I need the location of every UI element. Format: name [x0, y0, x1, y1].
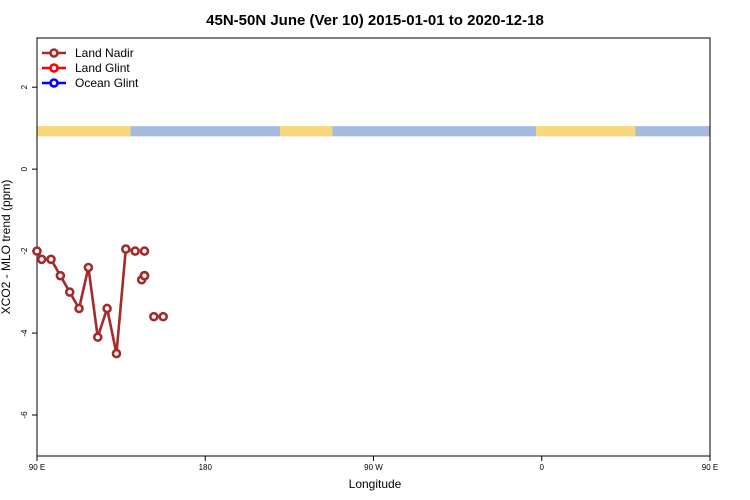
land-ocean-band: [37, 126, 710, 137]
data-point: [120, 244, 131, 254]
data-point: [102, 303, 112, 314]
data-point: [92, 332, 103, 342]
x-tick-label: 90 E: [29, 463, 45, 472]
x-tick-label: 90 E: [702, 463, 718, 472]
data-point: [130, 246, 140, 256]
series-layer: [32, 244, 168, 359]
x-axis-label: Longitude: [349, 477, 402, 491]
band-land-segment: [536, 126, 636, 137]
y-tick-label: -4: [20, 329, 29, 337]
series-land-nadir: [32, 244, 168, 359]
legend-marker: [49, 48, 59, 58]
x-tick-label: 180: [199, 463, 213, 472]
legend-marker: [49, 78, 59, 88]
data-point: [149, 311, 159, 322]
x-axis: 90 E 180 90 W 0 90 E: [29, 456, 718, 472]
band-ocean-segment: [332, 126, 537, 137]
y-tick-label: 0: [20, 166, 29, 171]
legend-marker: [49, 63, 59, 73]
legend-label: Land Glint: [75, 61, 130, 75]
legend-label: Land Nadir: [75, 46, 134, 60]
x-tick-label: 0: [540, 463, 545, 472]
band-land-segment: [37, 126, 131, 137]
x-tick-label: 90 W: [364, 463, 383, 472]
band-ocean-segment: [635, 126, 710, 137]
data-point: [32, 246, 42, 256]
data-point: [139, 270, 150, 281]
data-point: [83, 262, 94, 273]
plot-frame: [36, 37, 711, 457]
chart-title: 45N-50N June (Ver 10) 2015-01-01 to 2020…: [206, 12, 544, 29]
y-axis-label: XCO2 - MLO trend (ppm): [0, 180, 13, 315]
y-tick-label: -2: [20, 247, 29, 255]
data-point: [55, 270, 66, 281]
y-tick-label: -6: [20, 411, 29, 419]
band-ocean-segment: [130, 126, 281, 137]
band-land-segment: [280, 126, 333, 137]
data-point: [111, 348, 122, 359]
data-point: [64, 287, 75, 297]
data-point: [158, 311, 168, 322]
y-axis: -6 -4 -2 0 2: [20, 84, 37, 419]
data-point: [74, 303, 84, 314]
data-point: [46, 254, 56, 265]
data-point: [139, 246, 150, 256]
legend-label: Ocean Glint: [75, 76, 139, 90]
data-point: [36, 254, 47, 265]
y-tick-label: 2: [20, 84, 29, 89]
